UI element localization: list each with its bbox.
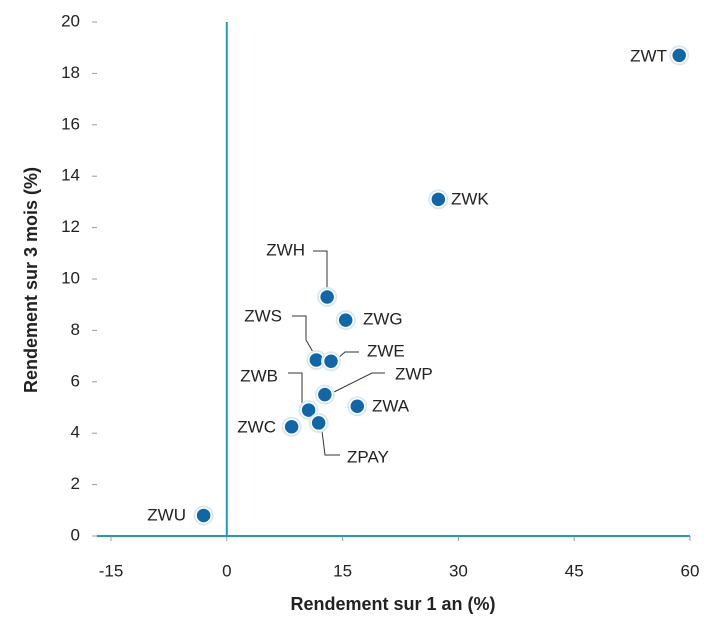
leader-line xyxy=(288,372,303,403)
point-label: ZWK xyxy=(451,189,489,208)
y-tick-label: 10 xyxy=(61,268,80,287)
point-label: ZWT xyxy=(630,46,667,65)
y-tick-label: 12 xyxy=(61,217,80,236)
point xyxy=(430,191,447,208)
x-tick-label: 45 xyxy=(565,561,584,580)
x-tick-label: 15 xyxy=(333,561,352,580)
point-label: ZWU xyxy=(147,505,186,524)
x-tick-label: 30 xyxy=(449,561,468,580)
leader-line xyxy=(313,250,328,289)
point xyxy=(283,418,300,436)
point xyxy=(300,401,317,419)
x-axis-title: Rendement sur 1 an (%) xyxy=(290,594,495,614)
point-label: ZWH xyxy=(266,240,305,259)
point-label: ZWP xyxy=(395,364,433,383)
x-tick-label: 60 xyxy=(681,561,700,580)
y-tick-label: 8 xyxy=(71,320,80,339)
point xyxy=(349,397,366,415)
point xyxy=(318,288,336,306)
x-tick-label: 0 xyxy=(222,561,231,580)
x-tick-label: -15 xyxy=(99,561,124,580)
y-tick-label: 18 xyxy=(61,63,80,82)
point xyxy=(310,414,327,432)
y-tick-label: 0 xyxy=(71,525,80,544)
point-label: ZWS xyxy=(244,306,282,325)
leader-line xyxy=(337,351,359,359)
point xyxy=(195,507,212,524)
point-label: ZPAY xyxy=(347,447,389,466)
y-tick-label: 20 xyxy=(61,11,80,30)
point xyxy=(670,47,688,64)
point xyxy=(322,352,340,370)
leader-line xyxy=(333,372,385,393)
point xyxy=(316,386,334,403)
y-axis-title: Rendement sur 3 mois (%) xyxy=(21,167,41,393)
point-label: ZWC xyxy=(237,417,276,436)
y-tick-label: 6 xyxy=(71,371,80,390)
y-tick-label: 16 xyxy=(61,114,80,133)
point-label: ZWE xyxy=(367,341,405,360)
point-label: ZWA xyxy=(372,396,410,415)
point-label: ZWB xyxy=(240,366,278,385)
point xyxy=(337,311,354,329)
point-label: ZWG xyxy=(363,309,403,328)
y-tick-label: 14 xyxy=(61,166,80,185)
leader-line xyxy=(321,430,340,456)
leader-line xyxy=(292,315,314,353)
y-tick-label: 2 xyxy=(71,474,80,493)
y-tick-label: 4 xyxy=(71,423,80,442)
